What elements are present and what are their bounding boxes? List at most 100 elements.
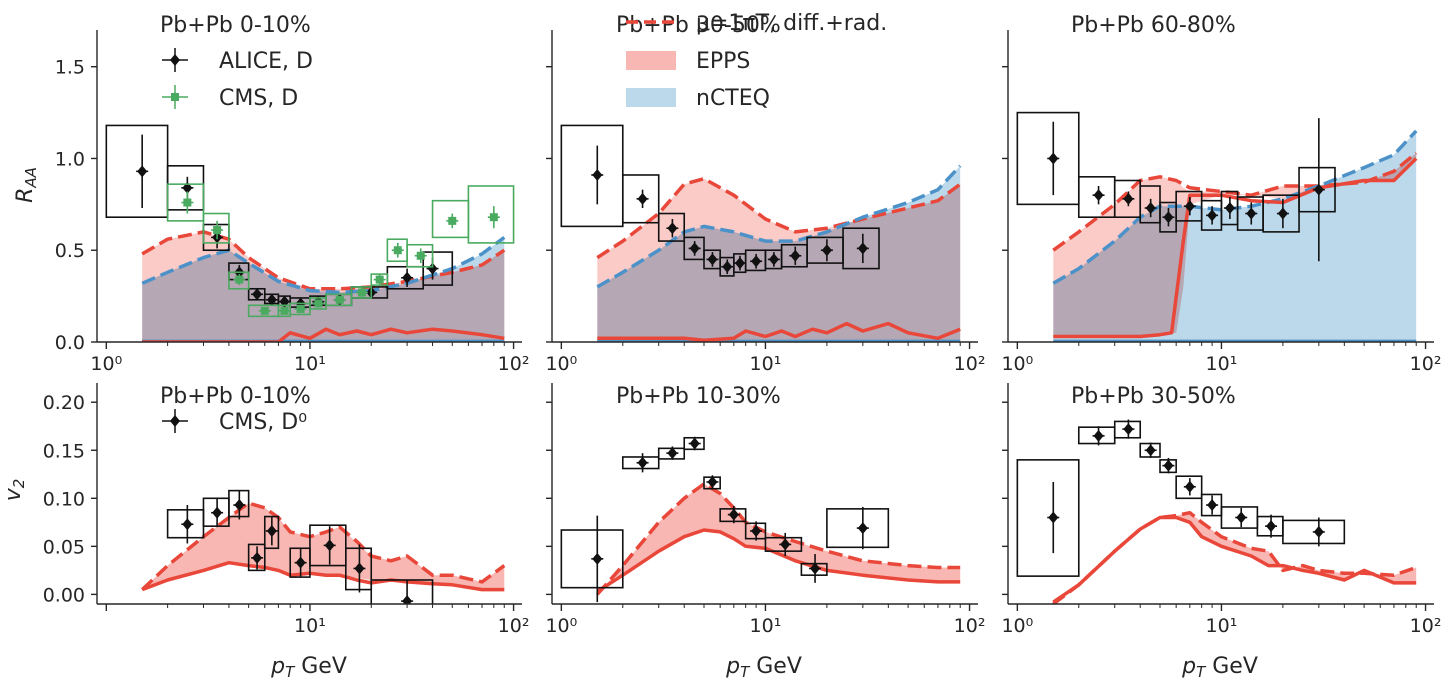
legend-top-left: ALICE, D CMS, D — [162, 48, 313, 111]
data-point — [393, 246, 402, 255]
data-point — [857, 242, 868, 255]
data-point — [1313, 525, 1324, 538]
syst-box — [370, 579, 434, 604]
syst-box — [1282, 519, 1346, 545]
syst-box — [621, 456, 660, 470]
data-point — [1048, 511, 1059, 524]
plot-area — [140, 489, 506, 604]
syst-box — [202, 212, 230, 244]
data-point — [375, 275, 384, 284]
syst-box — [422, 251, 454, 286]
legend-epps-swatch — [626, 51, 676, 70]
legend-cms-marker — [162, 85, 188, 109]
data-point — [260, 306, 269, 315]
x-tick-label: 10¹ — [294, 615, 326, 637]
data-point — [1277, 207, 1288, 220]
legend-epps-label: EPPS — [696, 49, 750, 74]
data-point — [592, 552, 603, 565]
data-point — [751, 255, 762, 268]
legend-alice-marker — [162, 48, 188, 72]
data-point — [728, 508, 739, 521]
data-point — [1123, 192, 1134, 205]
data-point — [183, 198, 192, 207]
data-point — [252, 288, 263, 301]
y-tick-label: 0.15 — [43, 440, 85, 462]
x-tick-label: 10⁰ — [545, 353, 577, 375]
syst-box — [467, 185, 515, 244]
data-point — [707, 253, 718, 266]
data-point — [402, 595, 413, 604]
syst-box — [560, 124, 624, 228]
syst-box — [621, 174, 660, 224]
data-point — [182, 518, 193, 531]
panel-v2_10_30: 10⁰ 10¹ 10² Pb+Pb 10-30% — [545, 383, 985, 637]
data-point — [1207, 209, 1218, 222]
syst-box — [1016, 111, 1080, 206]
syst-box — [166, 183, 205, 222]
data-point — [722, 260, 733, 273]
data-point — [213, 226, 222, 235]
data-point — [314, 299, 323, 308]
data-point — [1145, 202, 1156, 215]
data-point — [1123, 423, 1134, 436]
syst-box — [657, 212, 686, 242]
data-point — [1224, 202, 1235, 215]
data-point — [768, 253, 779, 266]
syst-box — [1262, 194, 1300, 233]
x-tick-label: 10⁰ — [90, 353, 122, 375]
points-alice-d — [560, 124, 880, 277]
data-point — [637, 192, 648, 205]
data-point — [790, 249, 801, 262]
data-point — [324, 539, 335, 552]
syst-box — [247, 543, 266, 572]
syst-box — [1113, 420, 1142, 439]
model-line-epps-dashed — [595, 482, 961, 596]
model-line-epps-dashed — [596, 176, 962, 260]
y-tick-label: 0.20 — [43, 392, 85, 414]
legend-cms-d0-marker — [162, 409, 188, 433]
legend-bottom-left: CMS, D⁰ — [162, 409, 307, 435]
data-point — [1093, 429, 1104, 442]
data-point — [1266, 520, 1277, 533]
data-point — [137, 165, 148, 178]
x-tick-label: 10² — [498, 353, 530, 375]
data-point — [402, 271, 413, 284]
points-cms-d- — [560, 436, 890, 603]
data-point — [667, 222, 678, 235]
model-line-solid — [597, 321, 961, 342]
data-point — [212, 506, 223, 519]
plot-area — [560, 124, 962, 342]
plot-area — [560, 436, 961, 603]
plot-area — [1016, 111, 1418, 342]
data-point — [780, 538, 791, 551]
data-point — [252, 551, 263, 564]
panel-raa_60_80: 10⁰ 10¹ 10² Pb+Pb 60-80% — [1001, 13, 1441, 375]
panel-title: Pb+Pb 30-50% — [616, 13, 781, 38]
model-line-solid — [596, 528, 961, 593]
x-axis-label-right: pT GeV — [1181, 654, 1258, 681]
data-point — [689, 437, 700, 450]
data-point — [1313, 183, 1324, 196]
data-point — [1145, 444, 1156, 457]
plot-area — [105, 124, 515, 342]
panel-title: Pb+Pb 0-10% — [160, 384, 311, 409]
data-point — [689, 242, 700, 255]
x-tick-label: 10² — [498, 615, 530, 637]
legend-ncteq-label: nCTEQ — [696, 86, 770, 111]
data-point — [1163, 459, 1174, 472]
panel-raa_0_10: 0.0 0.5 1.0 1.5 10⁰ 10¹ 10² Pb+Pb 0-10% — [55, 13, 530, 375]
syst-box — [826, 508, 890, 549]
panel-title: Pb+Pb 30-50% — [1071, 384, 1236, 409]
legend-alice-label: ALICE, D — [219, 49, 313, 74]
panel-v2_30_50: 10⁰ 10¹ 10² Pb+Pb 30-50% — [1001, 383, 1441, 637]
data-point — [1093, 189, 1104, 202]
panel-title: Pb+Pb 10-30% — [616, 384, 781, 409]
y-tick-label: 0.05 — [43, 536, 85, 558]
y-tick-label: 0.10 — [43, 488, 85, 510]
data-point — [810, 562, 821, 575]
x-tick-label: 10¹ — [1206, 353, 1238, 375]
data-point — [448, 216, 457, 225]
y-tick-label: 0.5 — [55, 240, 85, 262]
data-point — [1184, 480, 1195, 493]
x-axis-label-mid: pT GeV — [725, 654, 802, 681]
